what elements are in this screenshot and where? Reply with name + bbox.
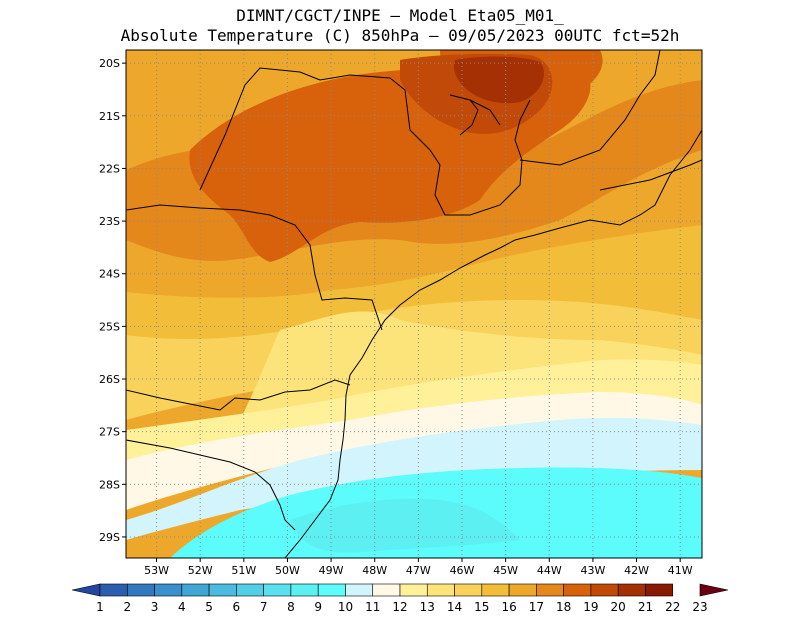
border-rs-sc	[126, 439, 296, 531]
colorbar-label: 23	[692, 600, 707, 614]
lon-label: 50W	[275, 564, 300, 577]
lon-label: 45W	[493, 564, 518, 577]
rivers-reservoirs	[449, 94, 501, 136]
colorbar-label: 21	[638, 600, 653, 614]
field-band-21c	[453, 56, 544, 104]
colorbar: 1 2 3 4 5 6 7 8 9 10 11 12 13 14 15 16 17 18 19 20 21 22 23	[71, 583, 729, 614]
lat-label: 23S	[99, 215, 120, 228]
lat-label: 25S	[99, 320, 120, 333]
lon-label: 42W	[624, 564, 649, 577]
lon-label: 47W	[406, 564, 431, 577]
boundaries	[126, 50, 702, 558]
lat-label: 20S	[99, 57, 120, 70]
lon-label: 43W	[580, 564, 605, 577]
colorbar-swatch	[126, 583, 155, 597]
border-sp-mg	[199, 67, 531, 216]
border-mg-rj-es	[519, 50, 661, 166]
colorbar-swatch	[290, 583, 319, 597]
colorbar-swatch	[99, 583, 128, 597]
lat-label: 28S	[99, 478, 120, 491]
map-title-line1: DIMNT/CGCT/INPE – Model Eta05_M01_	[236, 6, 564, 25]
colorbar-label: 3	[151, 600, 159, 614]
colorbar-label: 9	[314, 600, 322, 614]
colorbar-swatch	[399, 583, 428, 597]
colorbar-swatch	[181, 583, 210, 597]
colorbar-label: 11	[365, 600, 380, 614]
field-band-9c	[290, 498, 520, 553]
map-title-line2: Absolute Temperature (C) 850hPa – 09/05/…	[120, 26, 680, 45]
colorbar-label: 18	[556, 600, 571, 614]
lat-label: 29S	[99, 531, 120, 544]
lat-label: 26S	[99, 373, 120, 386]
colorbar-label: 10	[338, 600, 353, 614]
colorbar-label: 12	[392, 600, 407, 614]
latitude-axis: 20S 21S 22S 23S 24S 25S 26S 27S 28S 29S	[99, 57, 126, 544]
colorbar-label: 13	[420, 600, 435, 614]
colorbar-swatch	[617, 583, 646, 597]
map-frame	[125, 49, 703, 559]
colorbar-swatch	[645, 583, 674, 597]
field-band-14c	[240, 311, 702, 420]
coastline	[284, 129, 702, 558]
colorbar-label: 17	[529, 600, 544, 614]
colorbar-label: 4	[178, 600, 186, 614]
lon-label: 51W	[231, 564, 256, 577]
colorbar-swatch	[426, 583, 455, 597]
longitude-axis: 53W 52W 51W 50W 49W 48W 47W 46W 45W 44W 43W 42W 41W	[144, 558, 693, 577]
lat-label: 21S	[99, 110, 120, 123]
colorbar-swatch	[372, 583, 401, 597]
temperature-field	[126, 50, 702, 558]
colorbar-swatch	[263, 583, 292, 597]
colorbar-swatch	[563, 583, 592, 597]
lon-label: 46W	[450, 564, 475, 577]
lon-label: 52W	[188, 564, 213, 577]
colorbar-swatch	[208, 583, 237, 597]
colorbar-swatch	[508, 583, 537, 597]
colorbar-swatch	[454, 583, 483, 597]
colorbar-label: 1	[96, 600, 104, 614]
colorbar-label: 20	[611, 600, 626, 614]
colorbar-label: 16	[501, 600, 516, 614]
lon-label: 48W	[362, 564, 387, 577]
colorbar-swatch	[236, 583, 264, 597]
colorbar-label: 8	[287, 600, 295, 614]
colorbar-label: 5	[205, 600, 213, 614]
colorbar-label: 14	[447, 600, 462, 614]
lon-label: 41W	[668, 564, 693, 577]
lon-label: 44W	[537, 564, 562, 577]
colorbar-swatch	[481, 583, 510, 597]
graticule	[126, 50, 702, 558]
lat-label: 27S	[99, 426, 120, 439]
border-sc-pr	[126, 379, 351, 411]
border-pr-sp	[126, 204, 383, 331]
colorbar-swatch	[71, 583, 101, 597]
colorbar-swatch	[536, 583, 564, 597]
colorbar-swatch	[317, 583, 346, 597]
colorbar-label: 6	[233, 600, 241, 614]
colorbar-label: 2	[123, 600, 131, 614]
colorbar-swatch	[345, 583, 374, 597]
lon-label: 53W	[144, 564, 169, 577]
border-rj	[599, 159, 702, 191]
colorbar-swatch	[154, 583, 183, 597]
colorbar-label: 7	[260, 600, 268, 614]
colorbar-swatch	[699, 583, 729, 597]
lat-label: 22S	[99, 162, 120, 175]
colorbar-label: 19	[583, 600, 598, 614]
lon-label: 49W	[319, 564, 344, 577]
colorbar-label: 22	[665, 600, 680, 614]
colorbar-label: 15	[474, 600, 489, 614]
colorbar-swatch	[590, 583, 619, 597]
lat-label: 24S	[99, 268, 120, 281]
